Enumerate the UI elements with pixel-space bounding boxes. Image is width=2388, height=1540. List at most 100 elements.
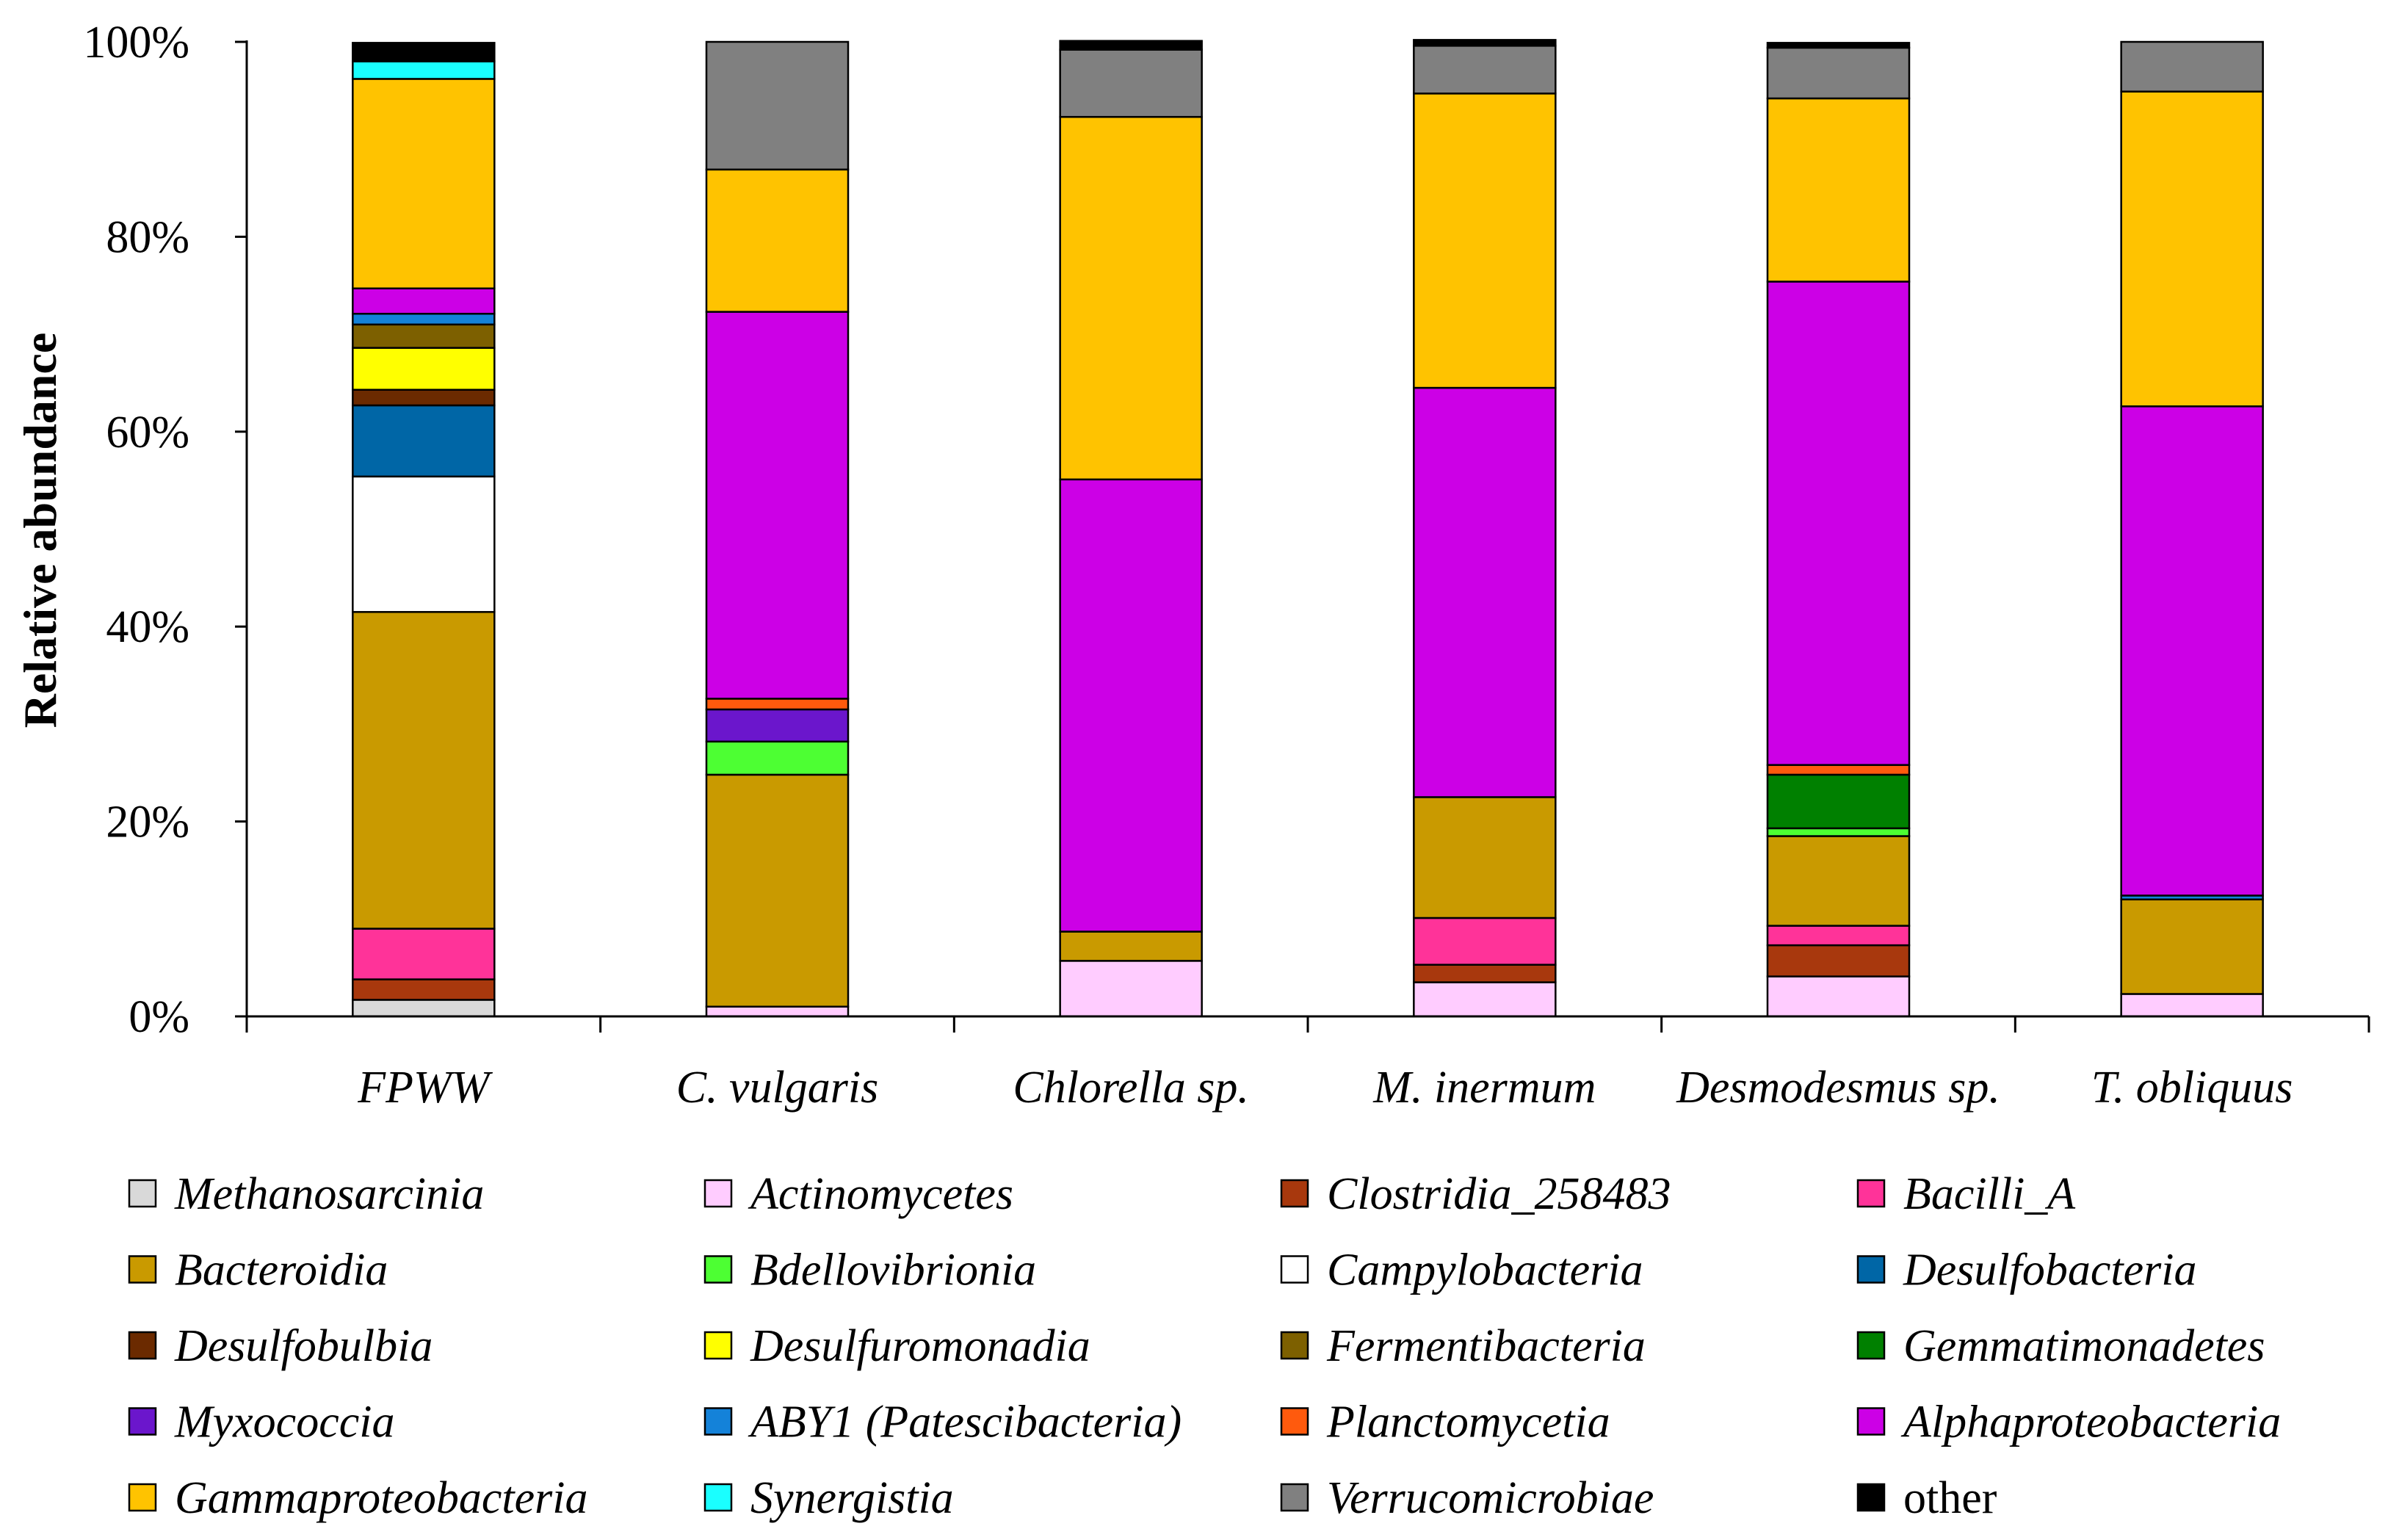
bar-segment <box>1766 773 1911 830</box>
bar-segment <box>705 40 850 171</box>
category-labels: FPWW C. vulgaris Chlorella sp. M. inermum De… <box>357 1063 2293 1113</box>
bar-segment <box>352 388 496 407</box>
legend-item: Desulfobacteria <box>1856 1246 2197 1295</box>
bar-segment <box>705 740 850 776</box>
legend-label: Methanosarcinia <box>174 1169 484 1219</box>
legend-swatch <box>1856 1179 1886 1208</box>
bar-segment <box>2120 405 2264 897</box>
bar-segment <box>352 312 496 326</box>
legend-label: Gammaproteobacteria <box>175 1473 588 1523</box>
legend-swatch <box>1280 1179 1309 1208</box>
legend-item: Verrucomicrobiae <box>1280 1473 1654 1523</box>
axes <box>235 40 2370 1033</box>
legend-label: Gemmatimonadetes <box>1903 1321 2265 1371</box>
bar-segment <box>352 323 496 349</box>
legend-swatch <box>1856 1331 1886 1360</box>
bar-segment <box>1766 925 1911 947</box>
bar-segment <box>1766 42 1911 49</box>
legend-item: Planctomycetia <box>1280 1398 1610 1447</box>
bar-segment <box>352 999 496 1018</box>
bar-segment <box>705 168 850 313</box>
legend-item: Synergistia <box>703 1473 954 1523</box>
legend-swatch <box>703 1483 733 1512</box>
bar-stack <box>2120 40 2264 1018</box>
bar-segment <box>1766 944 1911 977</box>
legend-item: Gammaproteobacteria <box>128 1473 588 1523</box>
x-tick-label: M. inermum <box>1372 1063 1596 1113</box>
legend-label: Desulfobulbia <box>174 1321 433 1371</box>
legend-label: Desulfuromonadia <box>750 1321 1090 1371</box>
legend-swatch <box>128 1331 157 1360</box>
bar-segment <box>1413 93 1557 389</box>
bar-segment <box>352 42 496 62</box>
bar-stack <box>705 40 850 1018</box>
legend-item: Bacteroidia <box>128 1246 388 1295</box>
legend-item: Alphaproteobacteria <box>1856 1398 2281 1447</box>
legend-swatch <box>1280 1483 1309 1512</box>
legend-label: Bdellovibrionia <box>750 1246 1036 1295</box>
legend-swatch <box>1280 1407 1309 1436</box>
legend-swatch <box>703 1331 733 1360</box>
bar-segment <box>705 311 850 700</box>
legend-label: Clostridia_258483 <box>1327 1169 1671 1219</box>
legend-label: Synergistia <box>750 1473 954 1523</box>
legend-item: Actinomycetes <box>703 1169 1013 1219</box>
bar-segment <box>1413 39 1557 47</box>
legend-label: Fermentibacteria <box>1326 1321 1646 1371</box>
bar-segment <box>1413 796 1557 919</box>
bar-segment <box>352 404 496 478</box>
legend-label: other <box>1903 1473 1997 1523</box>
bar-segment <box>1766 835 1911 927</box>
y-axis-title: Relative abundance <box>14 333 66 729</box>
bar-segment <box>352 928 496 980</box>
legend-label: Myxococcia <box>174 1398 394 1447</box>
bar-segment <box>2120 993 2264 1018</box>
legend-swatch <box>1856 1407 1886 1436</box>
legend-item: Myxococcia <box>128 1398 394 1447</box>
legend-item: Bacilli_A <box>1856 1169 2076 1219</box>
bar-segment <box>705 708 850 743</box>
bar-segment <box>1766 97 1911 283</box>
x-tick-label: C. vulgaris <box>676 1063 879 1113</box>
bar-segment <box>1413 45 1557 95</box>
legend-item: Bdellovibrionia <box>703 1246 1036 1295</box>
legend-label: Bacteroidia <box>175 1246 388 1295</box>
legend-item: Fermentibacteria <box>1280 1321 1646 1371</box>
bar-segment <box>352 347 496 391</box>
bar-stacks <box>352 39 2264 1018</box>
bar-segment <box>1413 386 1557 798</box>
bar-stack <box>352 42 496 1018</box>
legend-swatch <box>703 1407 733 1436</box>
legend-item: Desulfobulbia <box>128 1321 433 1371</box>
legend-swatch <box>1280 1255 1309 1284</box>
bar-stack <box>1413 39 1557 1018</box>
legend-label: Verrucomicrobiae <box>1327 1473 1654 1523</box>
bar-segment <box>1059 115 1203 481</box>
bar-segment <box>1766 975 1911 1018</box>
bar-segment <box>352 611 496 930</box>
legend-item: Clostridia_258483 <box>1280 1169 1671 1219</box>
legend-swatch <box>703 1255 733 1284</box>
bar-stack <box>1059 40 1203 1018</box>
legend-label: Bacilli_A <box>1903 1169 2076 1219</box>
legend-label: Alphaproteobacteria <box>1900 1398 2281 1447</box>
legend-swatch <box>1856 1483 1886 1512</box>
bar-segment <box>1059 40 1203 51</box>
legend-swatch <box>1280 1331 1309 1360</box>
bar-segment <box>705 773 850 1008</box>
x-tick-label: FPWW <box>357 1063 493 1113</box>
x-tick-label: Chlorella sp. <box>1013 1063 1249 1113</box>
bar-segment <box>1413 964 1557 983</box>
legend-item: other <box>1856 1473 1997 1523</box>
legend-label: Desulfobacteria <box>1903 1246 2197 1295</box>
bar-segment <box>352 60 496 80</box>
x-tick-label: T. obliquus <box>2091 1063 2293 1113</box>
bar-segment <box>1766 764 1911 776</box>
bar-segment <box>1059 930 1203 962</box>
legend-item: Gemmatimonadetes <box>1856 1321 2265 1371</box>
legend-swatch <box>128 1255 157 1284</box>
legend-swatch <box>128 1407 157 1436</box>
bar-segment <box>705 1005 850 1018</box>
bar-segment <box>1766 827 1911 837</box>
